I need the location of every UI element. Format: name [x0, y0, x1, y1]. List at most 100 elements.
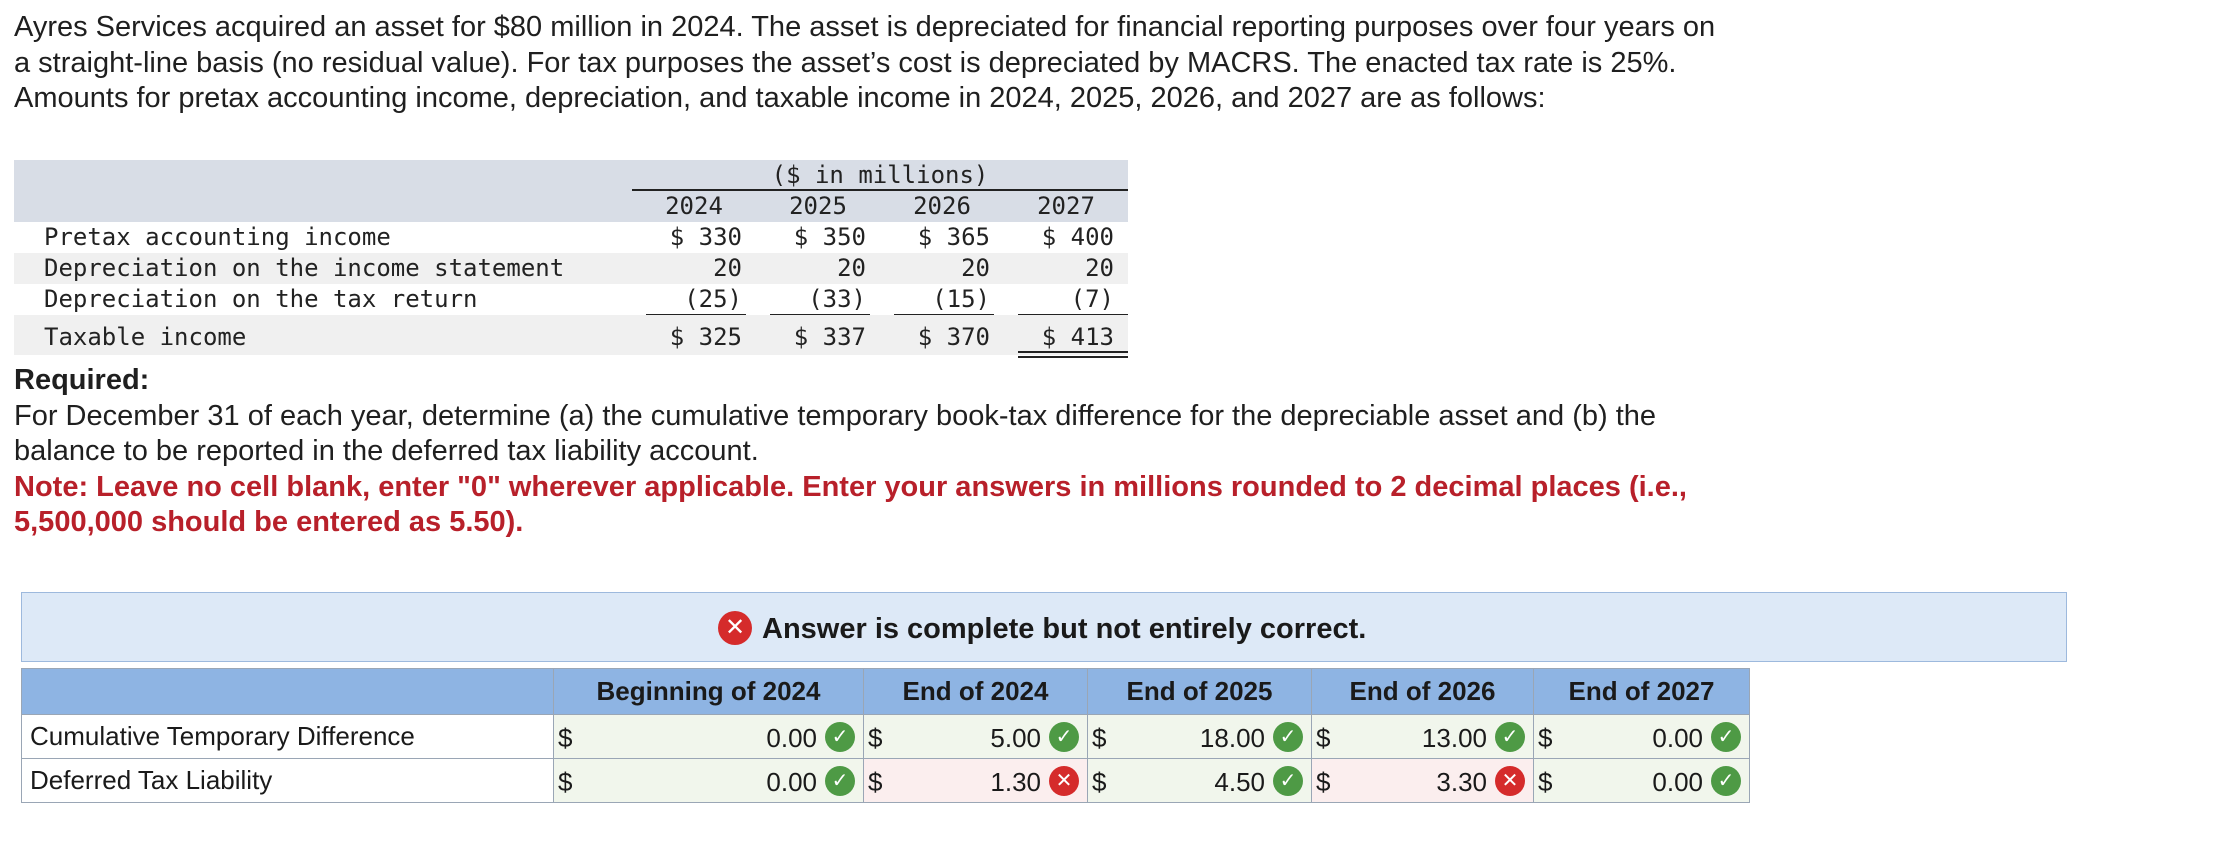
row-label: Depreciation on the tax return — [44, 285, 478, 313]
header-blank — [21, 668, 554, 715]
year-header: 2024 — [665, 192, 723, 220]
table-row: Cumulative Temporary Difference $ 0.00 ✓… — [21, 714, 1750, 759]
x-icon: ✕ — [1049, 766, 1079, 796]
units-header-row: ($ in millions) — [14, 160, 1128, 191]
intro-line-3: Amounts for pretax accounting income, de… — [14, 82, 1546, 114]
check-icon: ✓ — [1049, 722, 1079, 752]
data-value: (33) — [808, 285, 866, 313]
given-data-table: ($ in millions) 2024 2025 2026 2027 Pret… — [14, 160, 1128, 358]
status-message: Answer is complete but not entirely corr… — [762, 613, 1367, 645]
data-value: $ 325 — [669, 323, 742, 351]
data-value: $ 337 — [793, 323, 866, 351]
column-header: End of 2026 — [1311, 668, 1534, 715]
data-value: $ 330 — [669, 223, 742, 251]
check-icon: ✓ — [1273, 766, 1303, 796]
row-label: Pretax accounting income — [44, 223, 391, 251]
row-label: Depreciation on the income statement — [44, 254, 565, 282]
year-header: 2026 — [913, 192, 971, 220]
column-header: End of 2027 — [1533, 668, 1750, 715]
data-value: $ 350 — [793, 223, 866, 251]
data-row: Pretax accounting income $ 330 $ 350 $ 3… — [14, 222, 1128, 253]
required-text-1: For December 31 of each year, determine … — [14, 399, 1657, 432]
column-header: End of 2025 — [1087, 668, 1312, 715]
column-header: Beginning of 2024 — [553, 668, 864, 715]
data-value: $ 400 — [1041, 223, 1114, 251]
answer-value[interactable]: 0.00 — [1652, 767, 1703, 797]
note-text-1: Note: Leave no cell blank, enter "0" whe… — [14, 470, 1687, 503]
answer-cell[interactable]: $ 1.30 ✕ — [863, 758, 1088, 803]
data-value: 20 — [961, 254, 990, 282]
answer-cell[interactable]: $ 0.00 ✓ — [553, 758, 864, 803]
check-icon: ✓ — [1273, 722, 1303, 752]
answer-value[interactable]: 0.00 — [1652, 723, 1703, 753]
currency-symbol: $ — [1316, 767, 1331, 797]
check-icon: ✓ — [1711, 722, 1741, 752]
required-section: Required: For December 31 of each year, … — [14, 363, 1974, 541]
x-icon: ✕ — [1495, 766, 1525, 796]
column-header: End of 2024 — [863, 668, 1088, 715]
data-value: $ 365 — [917, 223, 990, 251]
answer-value[interactable]: 13.00 — [1421, 723, 1487, 753]
currency-symbol: $ — [1538, 767, 1553, 797]
currency-symbol: $ — [1316, 723, 1331, 753]
answer-cell[interactable]: $ 5.00 ✓ — [863, 714, 1088, 759]
currency-symbol: $ — [558, 723, 573, 753]
check-icon: ✓ — [825, 766, 855, 796]
row-label: Cumulative Temporary Difference — [21, 714, 554, 759]
currency-symbol: $ — [868, 767, 883, 797]
currency-symbol: $ — [558, 767, 573, 797]
double-underline — [1018, 356, 1128, 358]
data-value: $ 413 — [1041, 323, 1114, 351]
data-row: Depreciation on the income statement 20 … — [14, 253, 1128, 284]
answer-cell[interactable]: $ 4.50 ✓ — [1087, 758, 1312, 803]
double-underline — [1018, 351, 1128, 353]
row-label: Deferred Tax Liability — [21, 758, 554, 803]
table-row: Deferred Tax Liability $ 0.00 ✓ $ 1.30 ✕… — [21, 758, 1750, 803]
data-value: (25) — [684, 285, 742, 313]
intro-line-1: Ayres Services acquired an asset for $80… — [14, 11, 1716, 43]
answer-table: Beginning of 2024 End of 2024 End of 202… — [21, 668, 1750, 803]
data-value: 20 — [713, 254, 742, 282]
data-row: Taxable income $ 325 $ 337 $ 370 $ 413 — [14, 315, 1128, 358]
answer-cell[interactable]: $ 3.30 ✕ — [1311, 758, 1534, 803]
answer-value[interactable]: 0.00 — [766, 767, 817, 797]
note-text-2: 5,500,000 should be entered as 5.50). — [14, 506, 524, 538]
answer-cell[interactable]: $ 0.00 ✓ — [553, 714, 864, 759]
answer-value[interactable]: 18.00 — [1199, 723, 1265, 753]
data-value: 20 — [837, 254, 866, 282]
problem-intro: Ayres Services acquired an asset for $80… — [14, 10, 1974, 117]
data-value: (15) — [932, 285, 990, 313]
currency-symbol: $ — [1092, 767, 1107, 797]
answer-value[interactable]: 4.50 — [1214, 767, 1265, 797]
answer-status-banner: ✕ Answer is complete but not entirely co… — [21, 592, 2067, 662]
answer-cell[interactable]: $ 18.00 ✓ — [1087, 714, 1312, 759]
check-icon: ✓ — [1711, 766, 1741, 796]
required-heading: Required: — [14, 364, 150, 396]
data-row: Depreciation on the tax return (25) (33)… — [14, 284, 1128, 316]
year-header: 2027 — [1037, 192, 1095, 220]
units-underline — [632, 189, 1128, 191]
check-icon: ✓ — [825, 722, 855, 752]
units-label: ($ in millions) — [771, 161, 989, 189]
intro-line-2: a straight-line basis (no residual value… — [14, 46, 1677, 79]
currency-symbol: $ — [868, 723, 883, 753]
answer-cell[interactable]: $ 0.00 ✓ — [1533, 714, 1750, 759]
year-header-row: 2024 2025 2026 2027 — [14, 191, 1128, 222]
answer-value[interactable]: 3.30 — [1436, 767, 1487, 797]
answer-value[interactable]: 0.00 — [766, 723, 817, 753]
currency-symbol: $ — [1538, 723, 1553, 753]
x-circle-icon: ✕ — [718, 611, 752, 645]
check-icon: ✓ — [1495, 722, 1525, 752]
answer-value[interactable]: 1.30 — [990, 767, 1041, 797]
answer-header-row: Beginning of 2024 End of 2024 End of 202… — [21, 668, 1750, 715]
row-label: Taxable income — [44, 323, 247, 351]
data-value: $ 370 — [917, 323, 990, 351]
data-value: 20 — [1085, 254, 1114, 282]
answer-value[interactable]: 5.00 — [990, 723, 1041, 753]
answer-cell[interactable]: $ 13.00 ✓ — [1311, 714, 1534, 759]
data-value: (7) — [1070, 285, 1114, 313]
required-text-2: balance to be reported in the deferred t… — [14, 435, 759, 467]
currency-symbol: $ — [1092, 723, 1107, 753]
year-header: 2025 — [789, 192, 847, 220]
answer-cell[interactable]: $ 0.00 ✓ — [1533, 758, 1750, 803]
